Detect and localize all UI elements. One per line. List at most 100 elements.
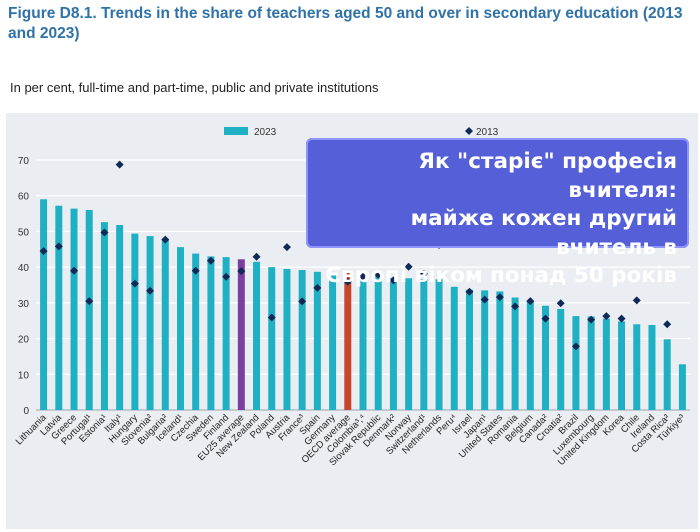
marker-2013 bbox=[587, 315, 596, 324]
marker-2013 bbox=[130, 279, 139, 288]
bar-2023 bbox=[572, 316, 580, 410]
bar-2023 bbox=[100, 222, 108, 410]
y-tick-label: 30 bbox=[18, 299, 30, 310]
bar-2023 bbox=[283, 268, 291, 410]
legend-label-2013: 2013 bbox=[476, 127, 499, 138]
bar-2023 bbox=[557, 308, 565, 410]
bar-2023 bbox=[253, 261, 261, 410]
marker-2013 bbox=[556, 299, 565, 308]
bar-2023 bbox=[40, 199, 48, 410]
marker-2013 bbox=[237, 267, 246, 276]
y-tick-label: 0 bbox=[23, 406, 29, 417]
bar-2023 bbox=[678, 364, 686, 410]
marker-2013 bbox=[511, 302, 520, 311]
y-tick-label: 10 bbox=[18, 370, 30, 381]
bar-2023 bbox=[222, 257, 230, 410]
marker-2013 bbox=[298, 297, 307, 306]
marker-2013 bbox=[313, 283, 322, 292]
marker-2013 bbox=[191, 266, 200, 275]
bar-2023 bbox=[131, 233, 139, 410]
marker-2013 bbox=[146, 286, 155, 295]
marker-2013 bbox=[39, 247, 48, 256]
bar-2023 bbox=[633, 324, 641, 410]
caption-text: Як "старіє" професія вчителя: майже коже… bbox=[316, 148, 677, 291]
figure-subtitle: In per cent, full-time and part-time, pu… bbox=[10, 80, 379, 95]
bar-2023 bbox=[511, 297, 519, 410]
marker-2013 bbox=[480, 295, 489, 304]
caption-line-2: майже кожен другий вчитель в bbox=[410, 206, 677, 260]
bar-2023 bbox=[237, 259, 245, 410]
bar-2023 bbox=[207, 256, 215, 410]
bar-2023 bbox=[587, 316, 595, 410]
bar-2023 bbox=[526, 300, 534, 410]
bar-2023 bbox=[389, 277, 397, 410]
marker-2013 bbox=[526, 297, 535, 306]
marker-2013 bbox=[495, 293, 504, 302]
y-tick-label: 40 bbox=[18, 263, 30, 274]
marker-2013 bbox=[161, 235, 170, 244]
marker-2013 bbox=[465, 287, 474, 296]
bar-2023 bbox=[435, 279, 443, 410]
bar-2023 bbox=[116, 225, 124, 410]
bar-2023 bbox=[465, 289, 473, 410]
marker-2013 bbox=[282, 243, 291, 252]
bar-2023 bbox=[146, 236, 154, 410]
marker-2013 bbox=[100, 228, 109, 237]
marker-2013 bbox=[54, 242, 63, 251]
marker-2013 bbox=[267, 313, 276, 322]
bar-2023 bbox=[481, 290, 489, 410]
legend-label-2023: 2023 bbox=[254, 127, 277, 138]
bar-2023 bbox=[450, 286, 458, 410]
bar-2023 bbox=[618, 321, 626, 410]
marker-2013 bbox=[632, 296, 641, 305]
bar-2023 bbox=[176, 247, 184, 410]
bar-2023 bbox=[85, 210, 93, 410]
marker-2013 bbox=[252, 252, 261, 261]
marker-2013 bbox=[85, 297, 94, 306]
y-tick-label: 50 bbox=[18, 227, 30, 238]
marker-2013 bbox=[374, 270, 383, 279]
caption-overlay: Як "старіє" професія вчителя: майже коже… bbox=[306, 138, 689, 288]
bar-2023 bbox=[602, 318, 610, 410]
bar-2023 bbox=[298, 270, 306, 410]
bar-2023 bbox=[496, 291, 504, 410]
y-tick-label: 20 bbox=[18, 335, 30, 346]
bar-2023 bbox=[374, 276, 382, 410]
bar-2023 bbox=[542, 305, 550, 410]
caption-line-3: Європі віком понад 50 років bbox=[325, 263, 677, 288]
bar-2023 bbox=[161, 238, 169, 410]
caption-line-1: Як "старіє" професія вчителя: bbox=[418, 149, 677, 203]
bar-2023 bbox=[420, 278, 428, 410]
y-tick-label: 70 bbox=[18, 156, 30, 167]
marker-2013 bbox=[115, 160, 124, 169]
marker-2013 bbox=[389, 276, 398, 285]
marker-2013 bbox=[222, 272, 231, 281]
figure-title: Figure D8.1. Trends in the share of teac… bbox=[8, 5, 683, 42]
marker-2013 bbox=[206, 256, 215, 265]
bar-2023 bbox=[359, 275, 367, 410]
marker-2013 bbox=[419, 269, 428, 278]
bar-2023 bbox=[70, 208, 78, 410]
bar-2023 bbox=[192, 253, 200, 410]
marker-2013 bbox=[359, 272, 367, 281]
y-tick-label: 60 bbox=[18, 192, 30, 203]
marker-2013 bbox=[602, 312, 611, 321]
bar-2023 bbox=[313, 271, 321, 410]
bar-2023 bbox=[648, 325, 656, 410]
legend-swatch-2023 bbox=[224, 127, 248, 135]
legend-marker-2013 bbox=[465, 127, 473, 135]
bar-2023 bbox=[663, 339, 671, 410]
marker-2013 bbox=[617, 314, 626, 323]
bar-2023 bbox=[268, 267, 276, 410]
marker-2013 bbox=[70, 266, 79, 275]
bar-2023 bbox=[344, 272, 352, 410]
marker-2013 bbox=[343, 277, 352, 286]
bar-2023 bbox=[329, 272, 337, 410]
marker-2013 bbox=[663, 320, 672, 329]
bar-2023 bbox=[405, 278, 413, 410]
bar-2023 bbox=[55, 205, 63, 410]
marker-2013 bbox=[541, 314, 550, 323]
marker-2013 bbox=[571, 342, 580, 351]
marker-2013 bbox=[404, 262, 413, 271]
